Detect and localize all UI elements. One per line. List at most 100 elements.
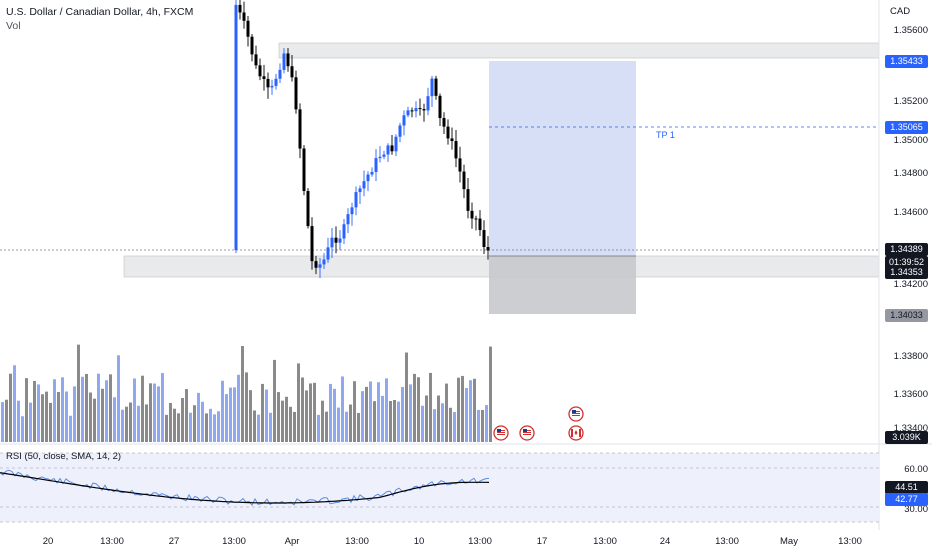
volume-bar — [317, 414, 320, 442]
candle-body[interactable] — [266, 78, 270, 88]
candle-body[interactable] — [314, 261, 318, 268]
candle-body[interactable] — [378, 156, 382, 159]
candle-body[interactable] — [478, 218, 482, 231]
candle-body[interactable] — [346, 214, 350, 225]
candle-body[interactable] — [338, 238, 342, 243]
candle-body[interactable] — [254, 54, 258, 66]
symbol-title[interactable]: U.S. Dollar / Canadian Dollar, 4h, FXCM — [6, 6, 194, 18]
candle-body[interactable] — [462, 171, 466, 190]
candle-body[interactable] — [434, 78, 438, 96]
entry-price-tag[interactable]: 1.34353 — [885, 266, 928, 279]
tp-price-tag[interactable]: 1.35065 — [885, 121, 928, 134]
candle-body[interactable] — [374, 158, 378, 172]
candle-body[interactable] — [322, 259, 326, 265]
candle-body[interactable] — [390, 145, 394, 152]
candlesticks[interactable] — [234, 0, 490, 279]
volume-bar — [297, 363, 300, 442]
time-tick: 13:00 — [222, 536, 246, 547]
candle-body[interactable] — [242, 12, 246, 21]
time-tick: 13:00 — [838, 536, 862, 547]
candle-body[interactable] — [234, 4, 238, 251]
profit-zone — [489, 61, 636, 256]
candle-body[interactable] — [414, 108, 418, 112]
volume-bar — [361, 391, 364, 442]
candle-body[interactable] — [286, 53, 290, 67]
candle-body[interactable] — [350, 207, 354, 215]
candle-body[interactable] — [298, 109, 302, 149]
us-flag-icon[interactable] — [519, 425, 535, 441]
rsi-value-tag: 42.77 — [885, 493, 928, 506]
candle-body[interactable] — [326, 247, 330, 260]
candle-body[interactable] — [262, 76, 266, 79]
candle-body[interactable] — [474, 218, 478, 220]
candle-body[interactable] — [446, 126, 450, 139]
candle-body[interactable] — [238, 4, 242, 13]
events[interactable] — [493, 406, 584, 441]
us-flag-icon[interactable] — [568, 406, 584, 422]
time-tick: 17 — [536, 536, 548, 547]
candle-body[interactable] — [430, 78, 434, 97]
volume-bar — [229, 387, 232, 442]
volume-label[interactable]: Vol — [6, 20, 21, 32]
candle-body[interactable] — [482, 230, 486, 248]
candle-body[interactable] — [246, 20, 250, 37]
current-price-tag[interactable]: 1.34389 — [885, 243, 928, 256]
rsi-lines — [0, 469, 490, 507]
candle-body[interactable] — [386, 145, 390, 155]
candle-body[interactable] — [426, 96, 430, 111]
candle-body[interactable] — [334, 237, 338, 243]
candle-body[interactable] — [282, 53, 286, 70]
candle-body[interactable] — [398, 125, 402, 137]
candle-body[interactable] — [310, 226, 314, 262]
volume-bar — [473, 378, 476, 442]
candle-body[interactable] — [454, 141, 458, 159]
candle-body[interactable] — [394, 136, 398, 152]
candle-body[interactable] — [466, 189, 470, 211]
candle-body[interactable] — [418, 108, 422, 110]
sl-price-tag[interactable]: 1.34033 — [885, 309, 928, 322]
candle-body[interactable] — [354, 192, 358, 208]
volume-bar — [365, 386, 368, 442]
volume-bar — [393, 399, 396, 442]
candle-body[interactable] — [358, 188, 362, 193]
candle-body[interactable] — [342, 224, 346, 239]
volume-bar — [53, 379, 56, 442]
candle-body[interactable] — [366, 174, 370, 182]
rsi-title[interactable]: RSI (50, close, SMA, 14, 2) — [6, 451, 122, 462]
candle-body[interactable] — [258, 65, 262, 77]
stop-price-tag[interactable]: 1.35433 — [885, 55, 928, 68]
candle-body[interactable] — [442, 118, 446, 127]
candle-body[interactable] — [438, 95, 442, 119]
candle-body[interactable] — [458, 158, 462, 172]
volume-bar — [269, 412, 272, 442]
candle-body[interactable] — [382, 154, 386, 157]
candle-body[interactable] — [318, 264, 322, 268]
candle-body[interactable] — [362, 181, 366, 189]
candle-body[interactable] — [422, 109, 426, 111]
candle-body[interactable] — [330, 237, 334, 248]
candle-body[interactable] — [450, 138, 454, 142]
us-flag-icon[interactable] — [493, 425, 509, 441]
candle-body[interactable] — [302, 148, 306, 192]
candle-body[interactable] — [294, 77, 298, 110]
volume-bar — [397, 401, 400, 442]
candle-body[interactable] — [278, 69, 282, 79]
candle-body[interactable] — [410, 110, 414, 112]
candle-body[interactable] — [250, 36, 254, 55]
candle-body[interactable] — [270, 85, 274, 88]
volume-bar — [153, 383, 156, 442]
candle-body[interactable] — [290, 66, 294, 78]
candle-body[interactable] — [306, 191, 310, 227]
price-tick: 1.34200 — [893, 279, 928, 290]
candle-body[interactable] — [370, 171, 374, 175]
candle-body[interactable] — [274, 78, 278, 86]
candle-body[interactable] — [470, 210, 474, 219]
candle-body[interactable] — [486, 247, 490, 251]
volume-bar — [337, 407, 340, 442]
candle-body[interactable] — [402, 115, 406, 126]
ca-flag-icon[interactable] — [568, 425, 584, 441]
volume-bar — [5, 399, 8, 442]
candle-body[interactable] — [406, 110, 410, 116]
rsi-band — [0, 453, 879, 522]
